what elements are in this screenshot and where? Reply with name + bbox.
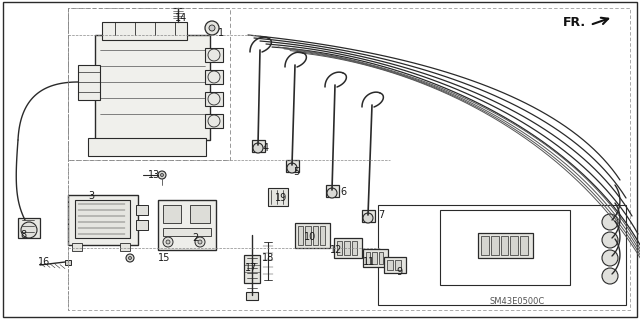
Circle shape xyxy=(198,240,202,244)
Bar xyxy=(305,226,310,245)
Circle shape xyxy=(208,115,220,127)
Text: 11: 11 xyxy=(363,257,375,267)
Text: 3: 3 xyxy=(88,191,94,201)
Bar xyxy=(511,236,518,255)
Bar xyxy=(246,292,258,300)
Text: SM43E0500C: SM43E0500C xyxy=(490,298,545,307)
Bar xyxy=(205,48,223,62)
Text: 18: 18 xyxy=(262,253,275,263)
Bar xyxy=(252,140,265,152)
Bar xyxy=(95,35,210,140)
Bar xyxy=(75,200,130,238)
Bar xyxy=(500,236,508,255)
Bar xyxy=(298,226,303,245)
Text: 5: 5 xyxy=(293,167,300,177)
Text: 17: 17 xyxy=(245,263,257,273)
Bar xyxy=(362,210,375,222)
Text: 7: 7 xyxy=(378,210,384,220)
Bar xyxy=(344,241,349,255)
Bar xyxy=(520,236,528,255)
Bar xyxy=(78,65,100,100)
Text: 19: 19 xyxy=(275,193,287,203)
Bar xyxy=(18,218,40,238)
Circle shape xyxy=(287,163,297,173)
Bar xyxy=(158,200,216,250)
Bar xyxy=(440,210,570,285)
Circle shape xyxy=(602,250,618,266)
Bar xyxy=(68,195,138,245)
Circle shape xyxy=(195,237,205,247)
Bar xyxy=(387,260,393,270)
Bar xyxy=(337,241,342,255)
Bar xyxy=(136,220,148,230)
Circle shape xyxy=(602,268,618,284)
Text: 4: 4 xyxy=(263,143,269,153)
Bar xyxy=(363,249,388,267)
Bar xyxy=(136,205,148,215)
Circle shape xyxy=(363,213,373,223)
Text: 12: 12 xyxy=(330,245,342,255)
Bar xyxy=(326,185,339,197)
Bar xyxy=(481,236,489,255)
Text: 9: 9 xyxy=(396,267,402,277)
Text: 1: 1 xyxy=(218,28,224,38)
Bar xyxy=(190,205,210,223)
Circle shape xyxy=(209,25,215,31)
Bar xyxy=(205,114,223,128)
Circle shape xyxy=(163,237,173,247)
Bar xyxy=(120,243,130,251)
Bar xyxy=(378,205,626,305)
Bar xyxy=(205,70,223,84)
Text: 14: 14 xyxy=(175,13,188,23)
Circle shape xyxy=(602,214,618,230)
Bar xyxy=(491,236,499,255)
Circle shape xyxy=(327,188,337,198)
Circle shape xyxy=(161,174,163,176)
Text: FR.: FR. xyxy=(563,16,586,28)
Text: 8: 8 xyxy=(20,230,26,240)
Text: 16: 16 xyxy=(38,257,51,267)
Bar xyxy=(65,260,71,265)
Text: 10: 10 xyxy=(304,232,316,242)
Bar xyxy=(320,226,325,245)
Bar xyxy=(351,241,357,255)
Bar xyxy=(295,223,330,248)
Circle shape xyxy=(602,232,618,248)
Circle shape xyxy=(129,256,131,259)
Bar xyxy=(163,205,181,223)
Bar xyxy=(334,238,362,258)
Bar xyxy=(366,252,371,264)
Circle shape xyxy=(21,222,37,238)
Text: 6: 6 xyxy=(340,187,346,197)
Bar xyxy=(379,252,383,264)
Circle shape xyxy=(166,240,170,244)
Bar xyxy=(244,255,260,283)
Bar xyxy=(72,243,82,251)
Bar xyxy=(478,233,533,258)
Circle shape xyxy=(208,49,220,61)
Bar xyxy=(384,257,406,273)
Bar xyxy=(205,92,223,106)
Bar xyxy=(268,188,288,206)
Circle shape xyxy=(205,21,219,35)
Bar xyxy=(102,22,187,40)
Text: 15: 15 xyxy=(158,253,170,263)
Bar xyxy=(395,260,401,270)
Bar xyxy=(286,160,299,172)
Circle shape xyxy=(208,93,220,105)
Circle shape xyxy=(158,171,166,179)
Bar xyxy=(372,252,377,264)
Text: 2: 2 xyxy=(192,233,198,243)
Text: 13: 13 xyxy=(148,170,160,180)
Circle shape xyxy=(126,254,134,262)
Bar xyxy=(88,138,206,156)
Circle shape xyxy=(253,143,263,153)
Circle shape xyxy=(208,71,220,83)
Bar xyxy=(163,228,211,236)
Bar xyxy=(312,226,317,245)
